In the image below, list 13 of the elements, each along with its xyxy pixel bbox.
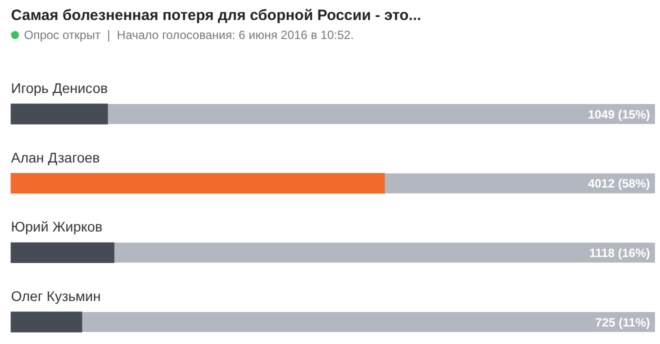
data-label: 1118 (16%) — [589, 246, 650, 260]
y-tick-label: Игорь Денисов — [11, 80, 108, 96]
bar — [10, 242, 114, 263]
y-tick-label: Алан Дзагоев — [11, 149, 100, 166]
chart-subtitle: Опрос открыт | Начало голосования: 6 июня 2016 в 10:52. — [24, 28, 354, 42]
data-label: 725 (11%) — [595, 315, 650, 330]
y-tick-label: Юрий Жирков — [11, 218, 102, 235]
data-label: 1049 (15%) — [588, 107, 650, 122]
bar — [10, 312, 82, 332]
bar — [10, 104, 108, 124]
chart-title: Самая болезненная потеря для сборной России - это... — [11, 7, 422, 24]
data-label: 4012 (58%) — [588, 176, 650, 191]
y-tick-label: Олег Кузьмин — [11, 288, 101, 304]
